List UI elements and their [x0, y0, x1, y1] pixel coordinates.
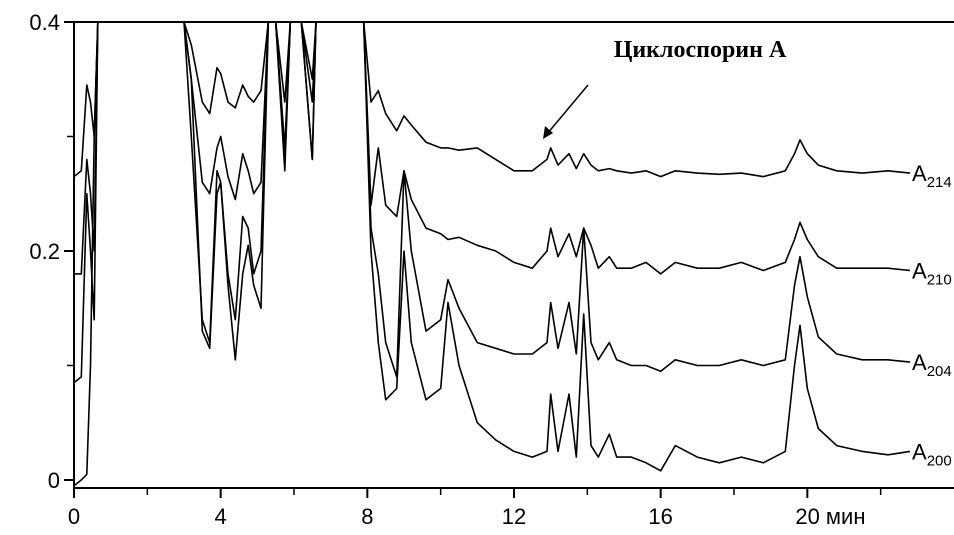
y-tick-label: 0 [48, 468, 60, 493]
series-label: A200 [912, 439, 952, 469]
series-line [74, 21, 911, 275]
x-tick-label: 8 [361, 504, 373, 529]
x-tick-label: 0 [68, 504, 80, 529]
annotation: Циклоспорин A [614, 37, 787, 63]
y-tick-label: 0.4 [29, 10, 60, 35]
series-label: A204 [912, 350, 952, 380]
x-tick-label: 4 [215, 504, 227, 529]
series-label: A210 [912, 258, 952, 288]
y-tick-label: 0.2 [29, 239, 60, 264]
arrow-head [543, 126, 553, 139]
series-line [73, 21, 911, 178]
x-tick-label: 12 [502, 504, 526, 529]
x-tick-label: 20 мин [795, 504, 865, 529]
series-label: A214 [912, 161, 952, 191]
annotation-arrow [546, 84, 589, 135]
x-tick-label: 16 [648, 504, 672, 529]
series-line [73, 21, 911, 487]
series-line [73, 21, 911, 384]
